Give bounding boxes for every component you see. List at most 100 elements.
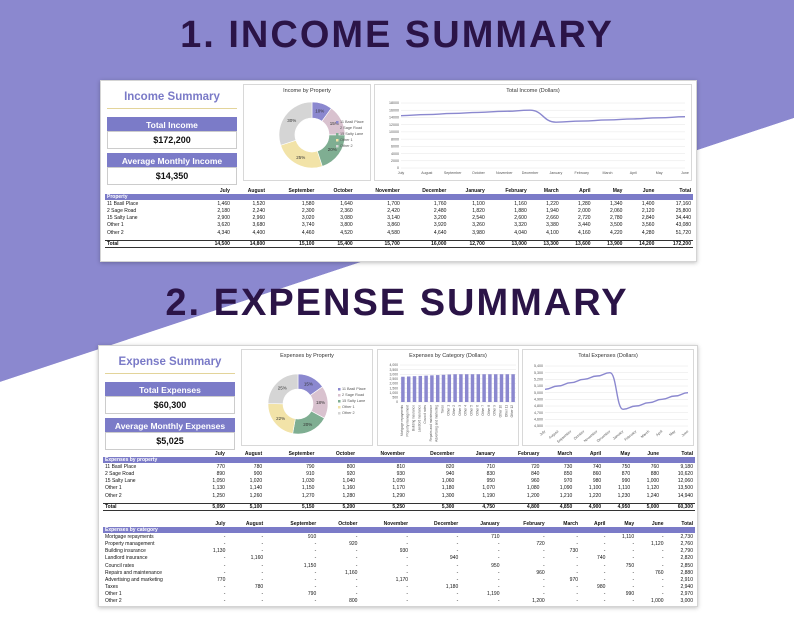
bar [499,374,504,402]
total-cell: 14,800 [231,239,268,248]
table-cell: - [632,569,635,576]
total-expenses-value: $60,300 [105,396,235,414]
month-header: November [375,187,400,194]
table-cell: - [355,548,358,555]
y-tick-label: 5,000 [534,391,543,395]
table-cell: 3,920 [433,222,447,229]
table-row: Other 2 4,340 4,400 4,460 4,520 4,580 4,640 3,9… [105,229,693,236]
x-tick-label: Other 3 [458,405,462,416]
row-label: Taxes [105,584,119,591]
avg-expenses-value: $5,025 [105,432,235,450]
table-cell: 740 [592,463,602,470]
donut-pct-label: 22% [276,416,285,421]
table-cell: - [456,533,459,540]
legend-swatch [338,400,341,403]
table-cell: 1,150 [303,562,317,569]
legend-item: 15 Salty Lane [342,399,366,403]
table-row: 11 Basil Place 770 780 790 800 810 820 710 720 73… [103,463,695,470]
row-label: Repairs and maintenance [105,569,162,576]
series-line [400,109,686,123]
table-cell: - [603,533,606,540]
table-cell: - [456,540,459,547]
month-header: August [247,187,266,194]
table-cell: 1,700 [387,200,400,207]
total-cell: 15,400 [316,239,355,248]
row-label: 15 Salty Lane [105,478,136,485]
table-cell: 3,560 [641,222,655,229]
total-cell: 4,800 [496,502,542,511]
month-header: July [219,187,230,194]
table-cell: - [223,584,226,591]
table-cell: 4,580 [387,229,400,236]
table-row: 2 Sage Road 2,180 2,240 2,300 2,360 2,420 2,48… [105,207,693,214]
total-cell: 5,000 [632,502,662,511]
bar [401,376,405,402]
table-cell: 1,580 [301,200,315,207]
table-cell: - [543,591,545,598]
table-row: Advertising and marketing 770 - - - 1,170 - - - 9… [103,576,695,583]
table-cell: 950 [491,562,500,569]
donut-pct-label: 25% [278,385,287,390]
donut-pct-label: 15% [304,382,313,387]
table-cell: 910 [306,470,315,477]
table-cell: - [314,584,317,591]
legend-swatch [336,139,339,142]
table-cell: 1,260 [249,492,263,499]
x-tick-label: Other 12 [510,405,514,418]
table-cell: 3,080 [340,215,353,222]
table-cell: 4,280 [641,229,655,236]
x-tick-label: August [548,429,559,439]
total-cell: 4,900 [574,502,604,511]
expense-donut-title: Expenses by Property [280,353,334,359]
table-cell: 930 [399,548,409,555]
legend-item: 2 Sage Road [342,393,365,397]
x-tick-label: Other 8 [487,405,491,416]
table-cell: 3,020 [301,215,315,222]
table-cell: 1,150 [301,485,315,492]
table-cell: 4,460 [301,229,315,236]
y-tick-label: 1,000 [390,391,399,395]
expenses-by-category-table: July August September October November Decemb… [103,520,695,605]
table-cell: - [632,548,635,555]
table-cell: 2,300 [301,207,315,214]
total-row: Total 14,500 14,800 15,100 15,400 15,700 16,00… [105,239,693,248]
table-cell: 2,540 [472,215,485,222]
table-cell: 10,620 [677,470,693,477]
income-line-title: Total Income (Dollars) [506,88,560,94]
total-cell: 15,100 [267,239,317,248]
donut-pct-label: 20% [303,422,312,427]
table-cell: - [603,548,606,555]
month-header: September [290,520,317,527]
table-cell: 820 [445,463,455,470]
table-cell: 1,160 [344,569,358,576]
table-cell: 1,640 [340,200,353,207]
table-cell: 1,160 [342,485,356,492]
table-cell: - [661,576,664,583]
total-cell: 5,050 [198,502,227,511]
table-cell: - [223,533,226,540]
header-row: July August September October November Decemb… [105,187,693,194]
header-cell [103,520,198,527]
table-cell: - [406,562,409,569]
income-table: July August September October November Decemb… [105,187,693,248]
table-cell: 1,300 [441,492,455,499]
table-row: Repairs and maintenance - - - 1,160 - - - 960 - - -… [103,569,695,576]
table-cell: - [543,555,545,562]
table-cell: - [497,555,500,562]
table-cell: 1,230 [617,492,631,499]
table-cell: - [497,540,500,547]
table-cell: 3,380 [546,222,559,229]
table-row: 15 Salty Lane 1,050 1,020 1,030 1,040 1,050 1,… [103,478,695,485]
table-cell: 2,060 [609,207,623,214]
table-cell: 940 [445,470,455,477]
x-tick-label: Property management [406,405,410,437]
donut-pct-label: 18% [316,400,325,405]
band-row: Expenses by property [103,457,695,464]
table-cell: 1,240 [646,492,660,499]
table-cell: - [576,533,579,540]
bar [447,374,452,402]
table-cell: 9,180 [680,463,693,470]
expense-donut-legend: 11 Basil Place 2 Sage Road 15 Salty Lane… [342,386,366,416]
table-cell: - [261,533,264,540]
table-cell: - [261,562,264,569]
